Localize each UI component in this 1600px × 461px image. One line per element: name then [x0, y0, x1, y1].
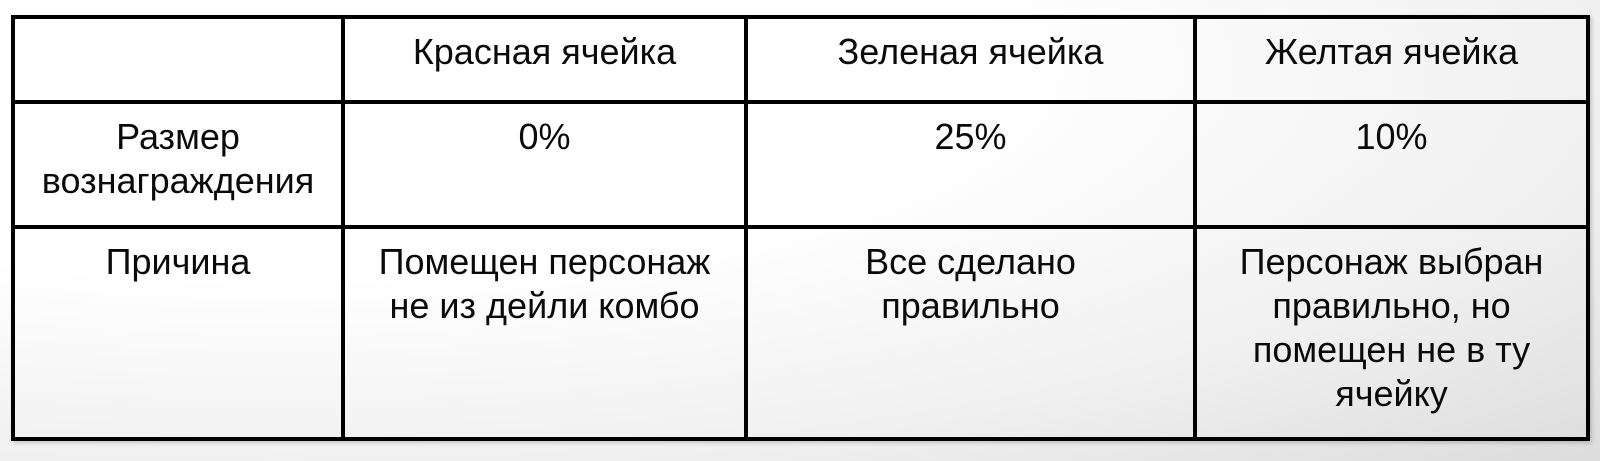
table-row-reason: Причина Помещен персонаж не из дейли ком…: [11, 225, 1590, 441]
table-header-row: Красная ячейка Зеленая ячейка Желтая яче…: [11, 15, 1590, 104]
header-cell-green: Зеленая ячейка: [744, 15, 1197, 104]
table-row-reward-size: Размер вознаграждения 0% 25% 10%: [11, 100, 1590, 229]
reward-table: Красная ячейка Зеленая ячейка Желтая яче…: [11, 15, 1590, 441]
header-cell-yellow: Желтая ячейка: [1193, 15, 1590, 104]
header-cell-empty: [11, 15, 345, 104]
reason-cell-yellow: Персонаж выбран правильно, но помещен не…: [1193, 225, 1590, 441]
reason-cell-green: Все сделано правильно: [744, 225, 1197, 441]
reason-cell-red: Помещен персонаж не из дейли комбо: [341, 225, 748, 441]
row-label-reward-size: Размер вознаграждения: [11, 100, 345, 229]
reward-cell-red: 0%: [341, 100, 748, 229]
header-cell-red: Красная ячейка: [341, 15, 748, 104]
row-label-reason: Причина: [11, 225, 345, 441]
reward-cell-yellow: 10%: [1193, 100, 1590, 229]
reward-cell-green: 25%: [744, 100, 1197, 229]
